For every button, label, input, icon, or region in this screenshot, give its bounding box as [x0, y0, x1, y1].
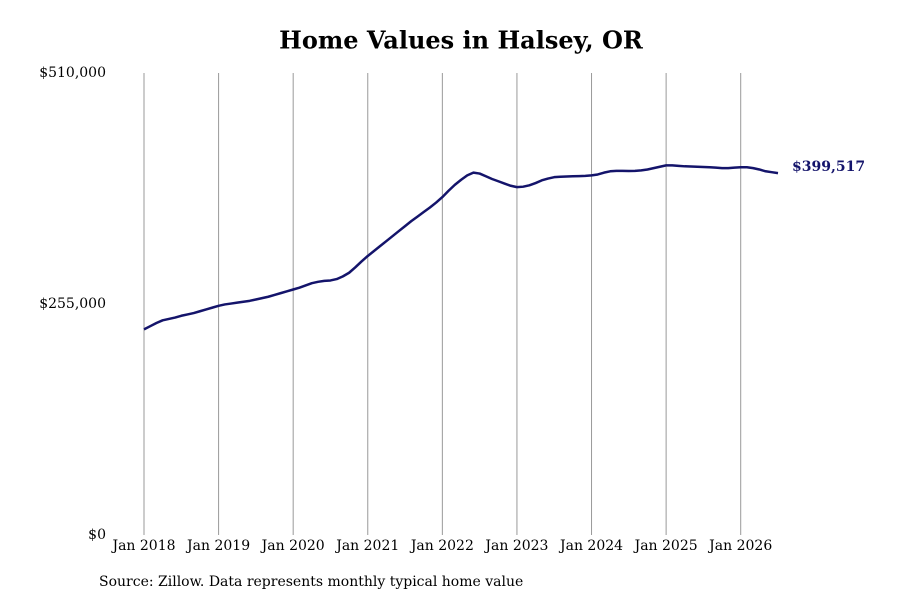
y-tick-label: $510,000 — [39, 65, 106, 81]
x-tick-label: Jan 2019 — [185, 538, 250, 554]
x-tick-label: Jan 2018 — [110, 538, 175, 554]
chart-title: Home Values in Halsey, OR — [279, 26, 644, 55]
x-tick-label: Jan 2021 — [334, 538, 399, 554]
y-tick-label: $255,000 — [39, 296, 106, 312]
x-tick-label: Jan 2023 — [483, 538, 548, 554]
value-label: $399,517 — [792, 159, 865, 175]
x-tick-label: Jan 2025 — [633, 538, 698, 554]
x-tick-label: Jan 2026 — [707, 538, 772, 554]
x-tick-label: Jan 2022 — [409, 538, 474, 554]
y-tick-label: $0 — [88, 527, 106, 543]
data-line — [143, 164, 779, 331]
source-note: Source: Zillow. Data represents monthly … — [99, 574, 523, 590]
x-tick-label: Jan 2020 — [260, 538, 325, 554]
x-tick-label: Jan 2024 — [558, 538, 623, 554]
